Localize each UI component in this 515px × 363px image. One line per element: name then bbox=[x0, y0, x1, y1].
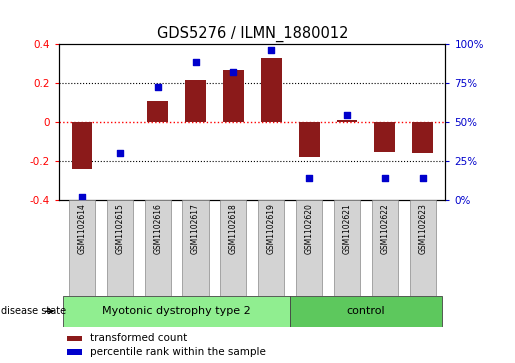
Bar bbox=[261, 58, 282, 122]
Bar bbox=[223, 70, 244, 122]
Point bbox=[78, 193, 86, 199]
Text: GSM1102617: GSM1102617 bbox=[191, 204, 200, 254]
Title: GDS5276 / ILMN_1880012: GDS5276 / ILMN_1880012 bbox=[157, 26, 348, 42]
Text: GSM1102614: GSM1102614 bbox=[77, 204, 87, 254]
Text: GSM1102615: GSM1102615 bbox=[115, 204, 124, 254]
Point bbox=[343, 113, 351, 118]
Bar bbox=[69, 200, 95, 296]
Bar bbox=[63, 296, 290, 327]
Point bbox=[381, 175, 389, 181]
Bar bbox=[220, 200, 247, 296]
Point bbox=[116, 150, 124, 156]
Text: transformed count: transformed count bbox=[90, 333, 187, 343]
Bar bbox=[147, 101, 168, 122]
Bar bbox=[372, 200, 398, 296]
Text: GSM1102620: GSM1102620 bbox=[305, 204, 314, 254]
Text: GSM1102623: GSM1102623 bbox=[418, 204, 427, 254]
Text: GSM1102619: GSM1102619 bbox=[267, 204, 276, 254]
Bar bbox=[72, 122, 92, 170]
Text: GSM1102618: GSM1102618 bbox=[229, 204, 238, 254]
Text: disease state: disease state bbox=[1, 306, 65, 316]
Text: control: control bbox=[347, 306, 385, 316]
Point bbox=[305, 175, 313, 181]
Bar bbox=[185, 79, 206, 122]
Point bbox=[192, 60, 200, 65]
Bar bbox=[296, 200, 322, 296]
Bar bbox=[145, 200, 171, 296]
Bar bbox=[182, 200, 209, 296]
Text: GSM1102621: GSM1102621 bbox=[342, 204, 352, 254]
Bar bbox=[258, 200, 284, 296]
Bar bbox=[67, 335, 82, 341]
Point bbox=[267, 47, 276, 53]
Text: Myotonic dystrophy type 2: Myotonic dystrophy type 2 bbox=[102, 306, 251, 316]
Bar bbox=[107, 200, 133, 296]
Bar bbox=[337, 120, 357, 122]
Bar bbox=[413, 122, 433, 153]
Text: percentile rank within the sample: percentile rank within the sample bbox=[90, 347, 266, 357]
Bar bbox=[410, 200, 436, 296]
Point bbox=[153, 84, 162, 90]
Text: GSM1102616: GSM1102616 bbox=[153, 204, 162, 254]
Bar bbox=[290, 296, 442, 327]
Bar bbox=[67, 350, 82, 355]
Point bbox=[419, 175, 427, 181]
Point bbox=[229, 69, 237, 74]
Text: GSM1102622: GSM1102622 bbox=[381, 204, 389, 254]
Bar bbox=[299, 122, 320, 157]
Bar bbox=[334, 200, 360, 296]
Bar bbox=[374, 122, 396, 152]
